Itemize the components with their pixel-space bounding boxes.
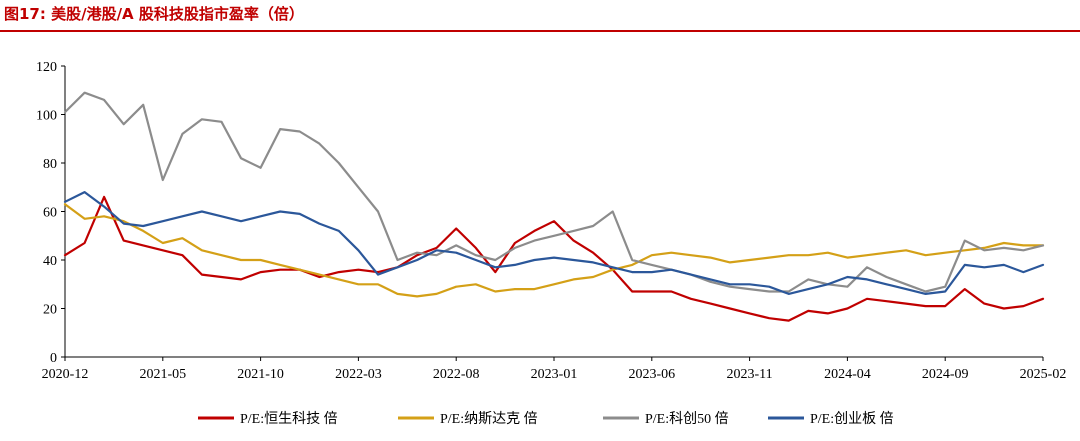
x-tick-label: 2023-06	[628, 367, 675, 382]
y-tick-label: 80	[43, 157, 57, 172]
x-tick-label: 2020-12	[42, 367, 89, 382]
axes: 0 20 40 60 80 100 120 2020-12 2021-05 2021-10 2022…	[36, 60, 1066, 382]
figure-header: 图17: 美股/港股/A 股科技股指市盈率（倍）	[0, 0, 1080, 32]
series-line-4	[63, 191, 1045, 295]
x-tick-label: 2024-04	[824, 367, 871, 382]
x-tick-label: 2025-02	[1020, 367, 1067, 382]
x-tick-label: 2022-03	[335, 367, 382, 382]
x-tick-label: 2021-10	[237, 367, 284, 382]
legend: P/E:恒生科技 倍 P/E:纳斯达克 倍 P/E:科创50 倍 P/E:创业板 倍	[198, 411, 894, 427]
x-tick-label: 2021-05	[139, 367, 186, 382]
figure-title: 图17: 美股/港股/A 股科技股指市盈率（倍）	[4, 5, 304, 23]
y-tick-label: 40	[43, 254, 57, 269]
y-tick-label: 60	[43, 206, 57, 221]
y-tick-label: 0	[50, 351, 57, 366]
legend-label-1: P/E:恒生科技 倍	[240, 411, 338, 427]
x-tick-label: 2024-09	[922, 367, 969, 382]
y-tick-label: 100	[36, 109, 57, 124]
series-line-3	[63, 91, 1045, 293]
legend-label-4: P/E:创业板 倍	[810, 411, 894, 427]
header-rule	[0, 30, 1080, 32]
series-layer	[63, 91, 1045, 322]
series-line-2	[63, 203, 1045, 298]
legend-label-2: P/E:纳斯达克 倍	[440, 411, 538, 427]
y-tick-label: 120	[36, 60, 57, 75]
x-tick-label: 2022-08	[433, 367, 480, 382]
y-tick-label: 20	[43, 303, 57, 318]
x-tick-label: 2023-01	[531, 367, 578, 382]
series-line-1	[63, 195, 1045, 322]
legend-label-3: P/E:科创50 倍	[645, 411, 729, 427]
x-tick-label: 2023-11	[727, 367, 773, 382]
